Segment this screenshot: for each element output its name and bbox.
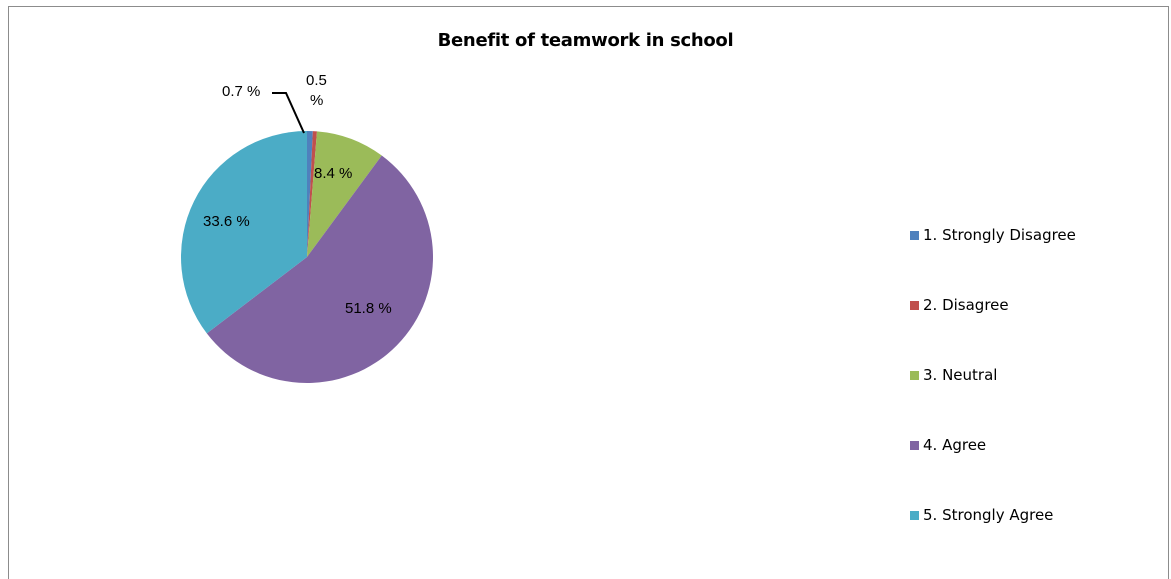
slice-label-5: 33.6 % — [203, 213, 250, 230]
legend-swatch-1 — [910, 230, 919, 240]
legend-item-2: 2. Disagree — [910, 296, 1009, 314]
leader-line-1 — [272, 92, 305, 134]
legend-item-1: 1. Strongly Disagree — [910, 226, 1076, 244]
legend-swatch-5 — [910, 510, 919, 520]
slice-label-1: 0.7 % — [222, 83, 260, 100]
legend-swatch-3 — [910, 370, 919, 380]
legend-item-4: 4. Agree — [910, 436, 986, 454]
legend-swatch-4 — [910, 440, 919, 450]
chart-title: Benefit of teamwork in school — [437, 30, 734, 51]
slice-label-3: 8.4 % — [314, 165, 352, 182]
slice-label-2: 0.5% — [306, 72, 327, 109]
legend-swatch-2 — [910, 300, 919, 310]
legend-label-1: 1. Strongly Disagree — [923, 226, 1076, 244]
legend-label-4: 4. Agree — [923, 436, 987, 454]
pie-slice-1 — [307, 131, 313, 257]
slice-label-4: 51.8 % — [345, 300, 392, 317]
legend-item-5: 5. Strongly Agree — [910, 506, 1053, 524]
pie-slice-3 — [307, 131, 382, 257]
pie-slice-2 — [307, 131, 317, 257]
legend-item-3: 3. Neutral — [910, 366, 997, 384]
pie-slice-4 — [206, 155, 433, 383]
legend-label-5: 5. Strongly Agree — [923, 506, 1054, 524]
pie-slice-5 — [181, 131, 307, 334]
legend-label-3: 3. Neutral — [923, 366, 998, 384]
legend-label-2: 2. Disagree — [923, 296, 1009, 314]
